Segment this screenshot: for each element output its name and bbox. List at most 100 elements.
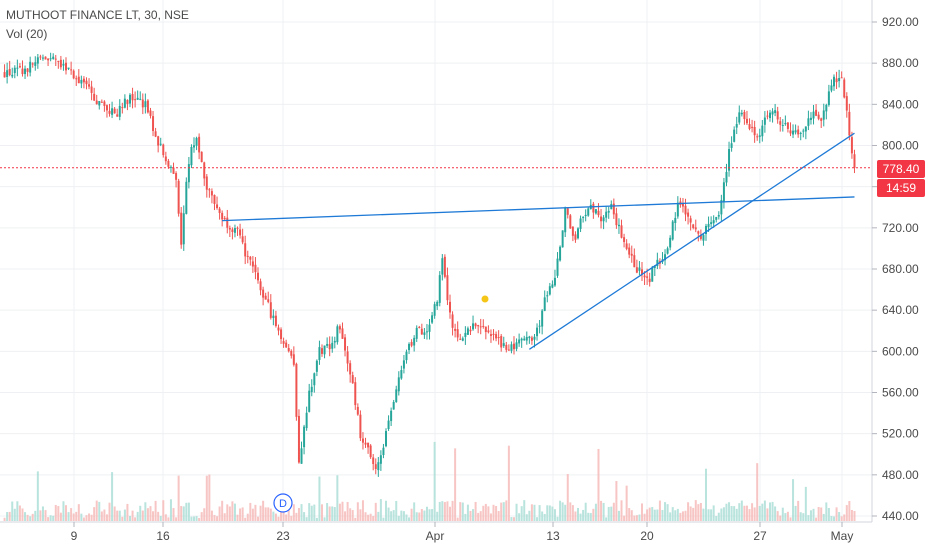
- candle-body: [664, 254, 667, 261]
- volume-bar: [185, 502, 188, 521]
- candle-body: [129, 94, 131, 104]
- volume-bar: [377, 511, 380, 521]
- candle-body: [515, 342, 518, 349]
- candle-body: [303, 426, 306, 448]
- candle-body: [843, 79, 846, 98]
- volume-bar: [735, 508, 738, 521]
- volume-bar: [802, 513, 805, 521]
- candle-body: [321, 348, 323, 354]
- volume-bar: [44, 510, 47, 521]
- candle-body: [715, 216, 718, 220]
- trendlines[interactable]: [222, 132, 855, 350]
- candle-body: [111, 108, 114, 115]
- volume-bar: [815, 517, 818, 521]
- volume-bar: [77, 504, 80, 521]
- volume-bar: [387, 507, 390, 521]
- volume-bar: [784, 513, 787, 521]
- volume-bar: [167, 517, 170, 521]
- volume-bar: [738, 503, 741, 521]
- candle-body: [712, 220, 715, 224]
- volume-bar: [231, 501, 234, 521]
- candle-body: [98, 101, 101, 106]
- volume-bar: [3, 517, 6, 521]
- volume-bar: [651, 507, 654, 521]
- candle-body: [482, 325, 485, 327]
- candle-body: [745, 118, 748, 124]
- candle-body: [802, 130, 805, 132]
- candle-body: [57, 60, 60, 62]
- volume-bar: [717, 512, 720, 521]
- candle-body: [116, 114, 119, 117]
- symbol-title[interactable]: MUTHOOT FINANCE LT, 30, NSE: [6, 8, 189, 22]
- time-label: 20: [640, 529, 654, 543]
- volume-bar: [108, 502, 111, 521]
- volume-bar: [175, 517, 178, 521]
- volume-bar: [781, 507, 784, 521]
- volume-bar: [180, 506, 183, 521]
- volume-bar: [794, 505, 797, 521]
- volume-bar: [157, 511, 160, 521]
- time-axis[interactable]: 9 16 23 Apr 13 20 27 May: [71, 522, 854, 543]
- volume-bar: [282, 509, 285, 521]
- volume-bar: [262, 500, 265, 521]
- candle-body: [123, 98, 126, 108]
- trendline[interactable]: [222, 196, 855, 222]
- volume-bar: [241, 507, 244, 521]
- volume-indicator-label[interactable]: Vol (20): [6, 27, 48, 41]
- candle-body: [134, 99, 137, 101]
- volume-bar: [90, 514, 93, 521]
- volume-bar: [205, 475, 208, 521]
- price-label: 520.00: [882, 427, 919, 441]
- time-label: 23: [276, 529, 290, 543]
- candle-body: [193, 145, 195, 148]
- volume-bar: [392, 510, 395, 521]
- volume-bar: [469, 510, 472, 521]
- candle-body: [251, 261, 254, 267]
- volume-bar: [269, 508, 272, 521]
- volume-bar: [210, 510, 213, 521]
- trendline[interactable]: [529, 132, 855, 350]
- candle-body: [815, 109, 818, 116]
- candle-body: [146, 100, 149, 113]
- candle-body: [200, 151, 203, 163]
- candle-body: [233, 228, 236, 233]
- volume-bar: [367, 514, 370, 521]
- candle-body: [684, 205, 687, 215]
- candle-body: [223, 218, 226, 220]
- volume-bar: [630, 510, 633, 521]
- volume-bar: [300, 504, 303, 521]
- volume-bar: [349, 508, 352, 521]
- volume-bar: [658, 500, 661, 521]
- candle-body: [67, 67, 70, 69]
- volume-bar: [505, 500, 508, 521]
- volume-bar: [226, 504, 229, 521]
- candle-body: [405, 351, 408, 361]
- volume-bar: [543, 513, 546, 521]
- candle-body: [285, 342, 288, 348]
- candle-body: [272, 315, 275, 318]
- volume-bar: [745, 505, 748, 521]
- volume-bar: [305, 517, 308, 521]
- candle-body: [208, 189, 211, 191]
- dividend-marker[interactable]: D: [273, 493, 293, 513]
- candle-body: [717, 215, 720, 217]
- candle-body: [692, 224, 695, 228]
- candle-body: [203, 162, 206, 179]
- candle-body: [395, 389, 398, 403]
- candle-body: [400, 370, 403, 379]
- candle-body: [817, 114, 820, 119]
- price-axis[interactable]: 920.00880.00840.00800.00760.00720.00680.…: [872, 15, 919, 523]
- candle-body: [786, 122, 789, 129]
- volume-bar: [123, 509, 126, 521]
- volume-bar: [111, 472, 114, 521]
- candle-body: [546, 295, 549, 297]
- volume-bar: [62, 501, 65, 521]
- volume-bar: [835, 507, 838, 521]
- candle-body: [349, 363, 352, 375]
- volume-bar: [597, 448, 600, 521]
- candle-body: [666, 248, 669, 254]
- candle-body: [167, 160, 170, 167]
- candle-body: [477, 325, 480, 327]
- volume-bar: [400, 510, 403, 521]
